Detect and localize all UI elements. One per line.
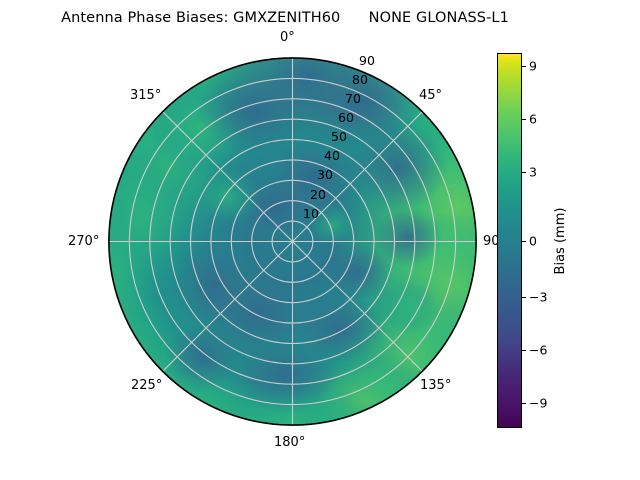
polar-contour-canvas <box>108 57 477 426</box>
radial-tick-label-50: 50 <box>331 129 347 144</box>
colorbar-tick-mark <box>522 350 526 351</box>
radial-tick-label-30: 30 <box>317 167 333 182</box>
angular-tick-label-0: 0° <box>280 30 295 45</box>
colorbar-tick-mark <box>522 241 526 242</box>
radial-tick-label-20: 20 <box>310 187 326 202</box>
colorbar-tick-mark <box>522 66 526 67</box>
colorbar-tick-mark <box>522 297 526 298</box>
colorbar-tick-mark <box>522 172 526 173</box>
colorbar-tick-label-6: 6 <box>529 111 537 127</box>
angular-tick-label-180: 180° <box>274 435 306 450</box>
radial-tick-label-60: 60 <box>338 110 354 125</box>
radial-tick-label-10: 10 <box>303 206 319 221</box>
colorbar-tick-mark <box>522 119 526 120</box>
colorbar-axis-label: Bias (mm) <box>553 207 568 275</box>
angular-tick-label-270: 270° <box>68 234 100 249</box>
polar-grid-spokes <box>109 58 476 425</box>
colorbar-tick-label-9: 9 <box>529 58 537 74</box>
colorbar: 9 6 3 0 −3 −6 −9 <box>497 53 547 428</box>
radial-tick-label-40: 40 <box>324 148 340 163</box>
page-title: Antenna Phase Biases: GMXZENITH60 NONE G… <box>61 10 509 26</box>
angular-tick-label-45: 45° <box>419 88 443 103</box>
radial-tick-label-70: 70 <box>345 91 361 106</box>
colorbar-tick-label-neg9: −9 <box>529 395 548 411</box>
colorbar-tick-label-neg6: −6 <box>529 342 548 358</box>
colorbar-gradient <box>497 53 522 428</box>
polar-outer-spine <box>108 57 477 426</box>
polar-plot-axes <box>108 57 477 426</box>
colorbar-tick-label-neg3: −3 <box>529 289 548 305</box>
angular-tick-label-315: 315° <box>130 88 162 103</box>
radial-tick-label-80: 80 <box>352 72 368 87</box>
colorbar-tick-label-3: 3 <box>529 164 537 180</box>
radial-tick-label-90: 90 <box>359 53 375 68</box>
angular-tick-label-135: 135° <box>420 378 452 393</box>
colorbar-tick-mark <box>522 403 526 404</box>
angular-tick-label-225: 225° <box>131 378 163 393</box>
angular-tick-label-90: 90 <box>483 234 500 249</box>
colorbar-tick-label-0: 0 <box>529 233 537 249</box>
